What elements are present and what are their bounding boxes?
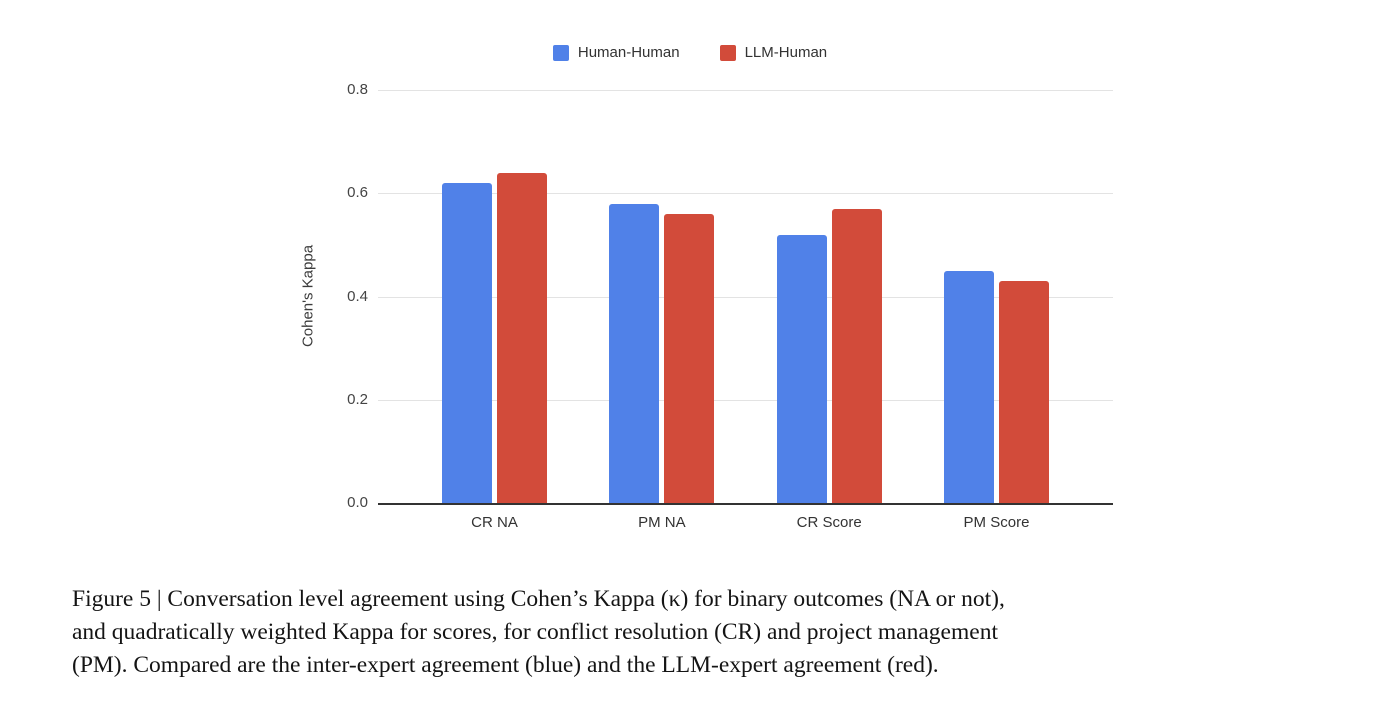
y-tick-label: 0.0 (347, 494, 368, 511)
bar[interactable] (998, 281, 1049, 503)
plot-area: CR NA PM NA CR Score PM Score (378, 90, 1113, 531)
y-tick-label: 0.4 (347, 287, 368, 305)
legend-item[interactable]: LLM-Human (719, 44, 828, 61)
bar[interactable] (776, 234, 827, 503)
x-axis-category-label: CR NA (471, 514, 518, 531)
x-axis-category-label: CR Score (796, 514, 862, 531)
chart-legend: Human-Human LLM-Human (0, 44, 1380, 61)
gridline (378, 399, 1113, 401)
bar-group: PM Score (943, 270, 1049, 531)
caption-line: Figure 5 | Conversation level agreement … (72, 586, 1005, 612)
legend-swatch-icon (719, 44, 736, 61)
y-tick-label: 0.2 (347, 390, 368, 408)
bar-groups: CR NA PM NA CR Score PM Score (378, 90, 1113, 531)
x-axis-category-label: PM NA (638, 514, 686, 531)
bar[interactable] (831, 208, 882, 503)
x-axis-category-label: PM Score (963, 514, 1030, 531)
legend-item[interactable]: Human-Human (552, 44, 680, 61)
legend-label: Human-Human (577, 44, 680, 61)
bar[interactable] (664, 213, 715, 503)
legend-label: LLM-Human (744, 44, 828, 61)
bar[interactable] (497, 172, 547, 503)
gridline (378, 296, 1113, 298)
gridline (378, 193, 1113, 195)
bar-group: CR NA (442, 172, 547, 531)
bar[interactable] (609, 203, 660, 503)
y-tick-label: 0.8 (347, 81, 368, 98)
caption-line: and quadratically weighted Kappa for sco… (72, 619, 998, 645)
bar[interactable] (442, 182, 492, 503)
legend-swatch-icon (552, 44, 569, 61)
gridline (378, 90, 1113, 91)
cohens-kappa-bar-chart: Human-Human LLM-Human Cohen's Kappa 0.0 0.… (0, 44, 1380, 531)
bar-group: PM NA (609, 203, 715, 531)
caption-line: (PM). Compared are the inter-expert agre… (72, 652, 939, 678)
figure-caption: Figure 5 | Conversation level agreement … (72, 583, 1322, 682)
bar[interactable] (943, 270, 994, 503)
y-tick-label: 0.6 (347, 184, 368, 202)
bar-group: CR Score (776, 208, 882, 531)
